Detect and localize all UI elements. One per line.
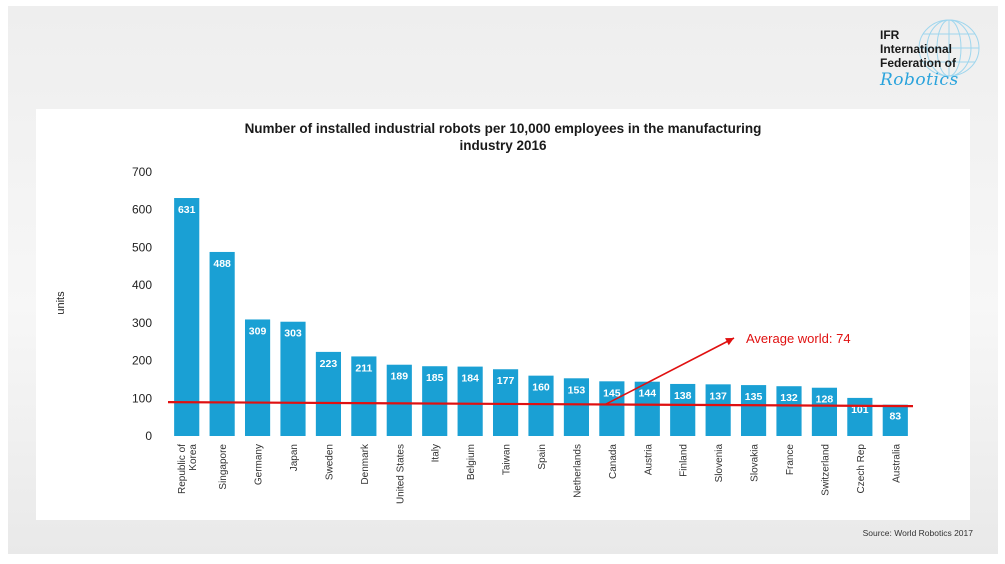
bar	[457, 366, 483, 436]
x-tick-label: Germany	[254, 444, 265, 485]
x-tick-label: Austria	[643, 444, 654, 476]
bar	[740, 385, 767, 436]
y-tick-label: 700	[132, 165, 152, 179]
arrow-head-icon	[725, 338, 734, 346]
bar	[634, 381, 660, 436]
x-tick-label: Sweden	[324, 444, 335, 480]
x-tick-label: Republic of	[177, 444, 188, 494]
bar-value-label: 177	[497, 375, 515, 387]
bar	[528, 375, 554, 436]
x-tick-label: Italy	[431, 444, 442, 462]
bar-value-label: 132	[780, 392, 798, 404]
x-tick-label: Finland	[679, 444, 690, 477]
average-line	[167, 400, 914, 408]
bar-value-label: 184	[461, 373, 479, 385]
chart-title-line-2: industry 2016	[459, 138, 547, 153]
bar-value-label: 488	[213, 258, 231, 270]
logo-text-ifr: IFR	[880, 28, 900, 42]
bar-value-label: 144	[639, 388, 657, 400]
bar	[244, 319, 271, 436]
y-tick-label: 400	[132, 278, 152, 292]
chart-title-line-1: Number of installed industrial robots pe…	[244, 121, 762, 136]
bar-value-label: 128	[816, 394, 834, 406]
logo-text-international: International	[880, 42, 953, 56]
bar	[351, 356, 377, 436]
bar	[811, 387, 838, 436]
bar-value-label: 189	[391, 371, 409, 383]
bar	[599, 381, 625, 436]
x-tick-label: Taiwan	[502, 444, 513, 475]
bar-value-label: 160	[532, 382, 550, 394]
x-tick-label: Czech Rep	[856, 444, 867, 494]
y-tick-label: 600	[132, 203, 152, 217]
x-tick-label: Spain	[537, 444, 548, 470]
logo-text-robotics: Robotics	[880, 70, 959, 90]
y-tick-label: 300	[132, 316, 152, 330]
bar	[492, 369, 519, 436]
bar-value-label: 223	[320, 358, 338, 370]
x-tick-label: Belgium	[466, 444, 477, 480]
bar-value-label: 135	[745, 391, 763, 403]
average-annotation-arrow	[605, 337, 735, 405]
bar-value-label: 309	[249, 325, 267, 337]
bar-value-label: 631	[178, 204, 196, 216]
bar	[315, 351, 342, 436]
bar	[705, 384, 731, 436]
bar-value-label: 83	[889, 411, 901, 423]
x-tick-label: Netherlands	[572, 444, 583, 498]
bar	[174, 198, 200, 436]
y-tick-label: 0	[145, 429, 152, 443]
x-tick-label: Switzerland	[820, 444, 831, 496]
x-tick-label: Singapore	[218, 444, 229, 490]
y-tick-label: 200	[132, 354, 152, 368]
x-tick-label: Slovenia	[714, 444, 725, 483]
x-tick-label: Slovakia	[750, 444, 761, 482]
x-tick-label: United States	[395, 444, 406, 504]
bar-value-label: 145	[603, 387, 621, 399]
globe-icon	[918, 19, 980, 77]
bar	[209, 251, 235, 436]
bar-value-label: 211	[355, 362, 372, 374]
ifr-logo: IFR International Federation of Robotics	[872, 18, 990, 102]
y-axis-label: units	[55, 291, 67, 315]
bar	[280, 321, 306, 436]
y-tick-label: 100	[132, 391, 152, 405]
bar	[776, 386, 802, 436]
x-tick-label: Korea	[188, 444, 199, 471]
bar-value-label: 185	[426, 372, 444, 384]
bar-value-label: 153	[568, 384, 586, 396]
average-annotation-label: Average world: 74	[746, 331, 851, 346]
bar	[882, 404, 908, 436]
bar-value-label: 138	[674, 390, 692, 402]
source-note: Source: World Robotics 2017	[862, 528, 973, 538]
x-tick-label: Canada	[608, 444, 619, 479]
bar-value-label: 137	[709, 390, 727, 402]
bar	[563, 378, 590, 436]
bar-value-label: 303	[284, 328, 302, 340]
bar	[847, 397, 873, 436]
x-tick-label: France	[785, 444, 796, 476]
x-tick-label: Denmark	[360, 443, 371, 485]
logo-text-federation: Federation of	[880, 56, 957, 70]
bar	[386, 364, 412, 436]
y-tick-label: 500	[132, 240, 152, 254]
x-tick-label: Japan	[289, 444, 300, 471]
bar	[670, 383, 696, 436]
bar	[422, 366, 448, 436]
x-tick-label: Australia	[891, 444, 902, 483]
